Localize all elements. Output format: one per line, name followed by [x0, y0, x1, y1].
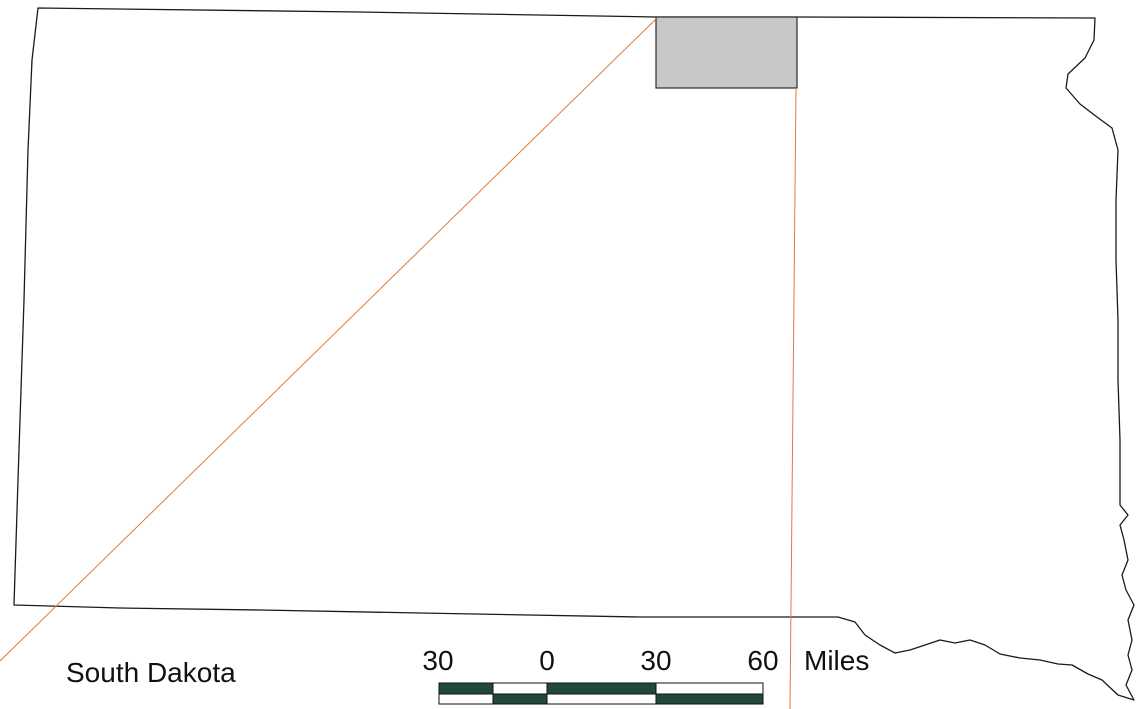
scale-bar — [438, 682, 764, 705]
scale-segment-light — [546, 693, 657, 705]
scale-segment-dark — [655, 693, 764, 705]
scale-segment-dark — [546, 682, 657, 695]
state-name-label: South Dakota — [66, 657, 236, 688]
state-outline — [13, 7, 1135, 701]
scale-segment-light — [655, 682, 764, 695]
scale-unit-label: Miles — [804, 645, 869, 676]
scale-tick-label: 0 — [539, 645, 555, 676]
scale-tick-label: 30 — [422, 645, 453, 676]
leader-line-vertical — [789, 87, 797, 709]
highlighted-county — [655, 16, 798, 89]
scale-tick-label: 30 — [640, 645, 671, 676]
scale-segment-light — [438, 693, 494, 705]
scale-segment-dark — [492, 693, 548, 705]
leader-line-diagonal — [0, 18, 657, 662]
scale-segment-light — [492, 682, 548, 695]
scale-segment-dark — [438, 682, 494, 695]
scale-tick-label: 60 — [747, 645, 778, 676]
